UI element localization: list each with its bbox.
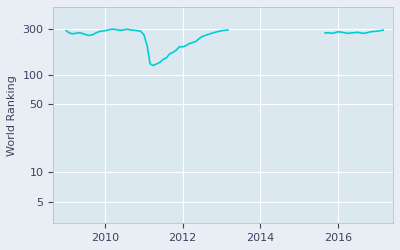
Y-axis label: World Ranking: World Ranking xyxy=(7,75,17,156)
